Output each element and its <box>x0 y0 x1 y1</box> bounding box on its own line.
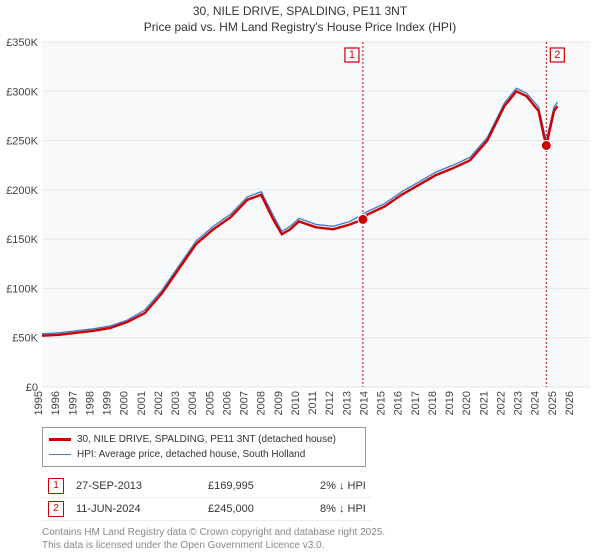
x-axis-label: 2010 <box>290 391 302 415</box>
legend-row: HPI: Average price, detached house, Sout… <box>49 447 359 462</box>
x-axis-label: 2006 <box>221 391 233 415</box>
row-pct-cell: 8% ↓ HPI <box>314 498 372 521</box>
x-axis-label: 2025 <box>547 391 559 415</box>
x-axis-label: 2017 <box>410 391 422 415</box>
row-num-cell: 2 <box>42 498 70 521</box>
sale-marker-dot <box>358 214 368 224</box>
y-axis-label: £250K <box>6 136 38 148</box>
x-axis-label: 2023 <box>513 391 525 415</box>
x-axis-label: 2015 <box>376 391 388 415</box>
x-axis-label: 2011 <box>307 391 319 415</box>
row-pct-cell: 2% ↓ HPI <box>314 475 372 498</box>
footnote-line2: This data is licensed under the Open Gov… <box>42 540 588 553</box>
x-axis-label: 2026 <box>564 391 576 415</box>
x-axis-label: 2022 <box>495 391 507 415</box>
title-line2: Price paid vs. HM Land Registry's House … <box>0 20 600 36</box>
x-axis-label: 1997 <box>67 391 79 415</box>
table-row: 2 11-JUN-2024£245,0008% ↓ HPI <box>42 498 372 521</box>
y-axis-label: £100K <box>6 283 38 295</box>
x-axis-label: 1998 <box>84 391 96 415</box>
x-axis-label: 2004 <box>187 391 199 415</box>
legend-and-table: 30, NILE DRIVE, SPALDING, PE11 3NT (deta… <box>42 427 588 552</box>
x-axis-label: 2005 <box>204 391 216 415</box>
row-price-cell: £245,000 <box>202 498 314 521</box>
legend-row: 30, NILE DRIVE, SPALDING, PE11 3NT (deta… <box>49 432 359 447</box>
x-axis-label: 2007 <box>239 391 251 415</box>
legend-swatch <box>49 454 71 455</box>
sale-marker-number: 2 <box>554 49 560 61</box>
x-axis-label: 1999 <box>102 391 114 415</box>
row-price-cell: £169,995 <box>202 475 314 498</box>
legend-label: 30, NILE DRIVE, SPALDING, PE11 3NT (deta… <box>77 434 336 445</box>
x-axis-label: 2000 <box>119 391 131 415</box>
y-axis-label: £350K <box>6 37 38 49</box>
title-line1: 30, NILE DRIVE, SPALDING, PE11 3NT <box>0 4 600 20</box>
x-axis-label: 2001 <box>136 391 148 415</box>
chart-container: 30, NILE DRIVE, SPALDING, PE11 3NT Price… <box>0 0 600 560</box>
x-axis-label: 2021 <box>478 391 490 415</box>
row-date-cell: 27-SEP-2013 <box>70 475 202 498</box>
sales-table: 1 27-SEP-2013£169,9952% ↓ HPI 2 11-JUN-2024… <box>42 475 372 521</box>
sale-marker-number: 1 <box>349 49 355 61</box>
sale-marker-dot <box>541 141 551 151</box>
x-axis-label: 2018 <box>427 391 439 415</box>
title-block: 30, NILE DRIVE, SPALDING, PE11 3NT Price… <box>0 0 600 35</box>
x-axis-label: 2002 <box>153 391 165 415</box>
x-axis-label: 1995 <box>33 391 45 415</box>
legend-label: HPI: Average price, detached house, Sout… <box>77 449 305 460</box>
y-axis-label: £50K <box>12 333 38 345</box>
x-axis-label: 2003 <box>170 391 182 415</box>
footnote: Contains HM Land Registry data © Crown c… <box>42 527 588 552</box>
x-axis-label: 1996 <box>50 391 62 415</box>
price-chart: 12£0£50K£100K£150K£200K£250K£300K£350K19… <box>42 42 590 387</box>
row-date-cell: 11-JUN-2024 <box>70 498 202 521</box>
row-marker-box: 1 <box>48 478 64 494</box>
table-row: 1 27-SEP-2013£169,9952% ↓ HPI <box>42 475 372 498</box>
x-axis-label: 2020 <box>461 391 473 415</box>
x-axis-label: 2008 <box>256 391 268 415</box>
legend-swatch <box>49 438 71 441</box>
row-num-cell: 1 <box>42 475 70 498</box>
footnote-line1: Contains HM Land Registry data © Crown c… <box>42 527 588 540</box>
y-axis-label: £300K <box>6 86 38 98</box>
x-axis-label: 2024 <box>530 391 542 415</box>
legend-box: 30, NILE DRIVE, SPALDING, PE11 3NT (deta… <box>42 427 366 467</box>
x-axis-label: 2009 <box>273 391 285 415</box>
row-marker-box: 2 <box>48 501 64 517</box>
x-axis-label: 2016 <box>393 391 405 415</box>
x-axis-label: 2013 <box>341 391 353 415</box>
y-axis-label: £200K <box>6 185 38 197</box>
x-axis-label: 2019 <box>444 391 456 415</box>
y-axis-label: £150K <box>6 234 38 246</box>
plot-background <box>42 42 590 387</box>
x-axis-label: 2014 <box>358 391 370 415</box>
x-axis-label: 2012 <box>324 391 336 415</box>
